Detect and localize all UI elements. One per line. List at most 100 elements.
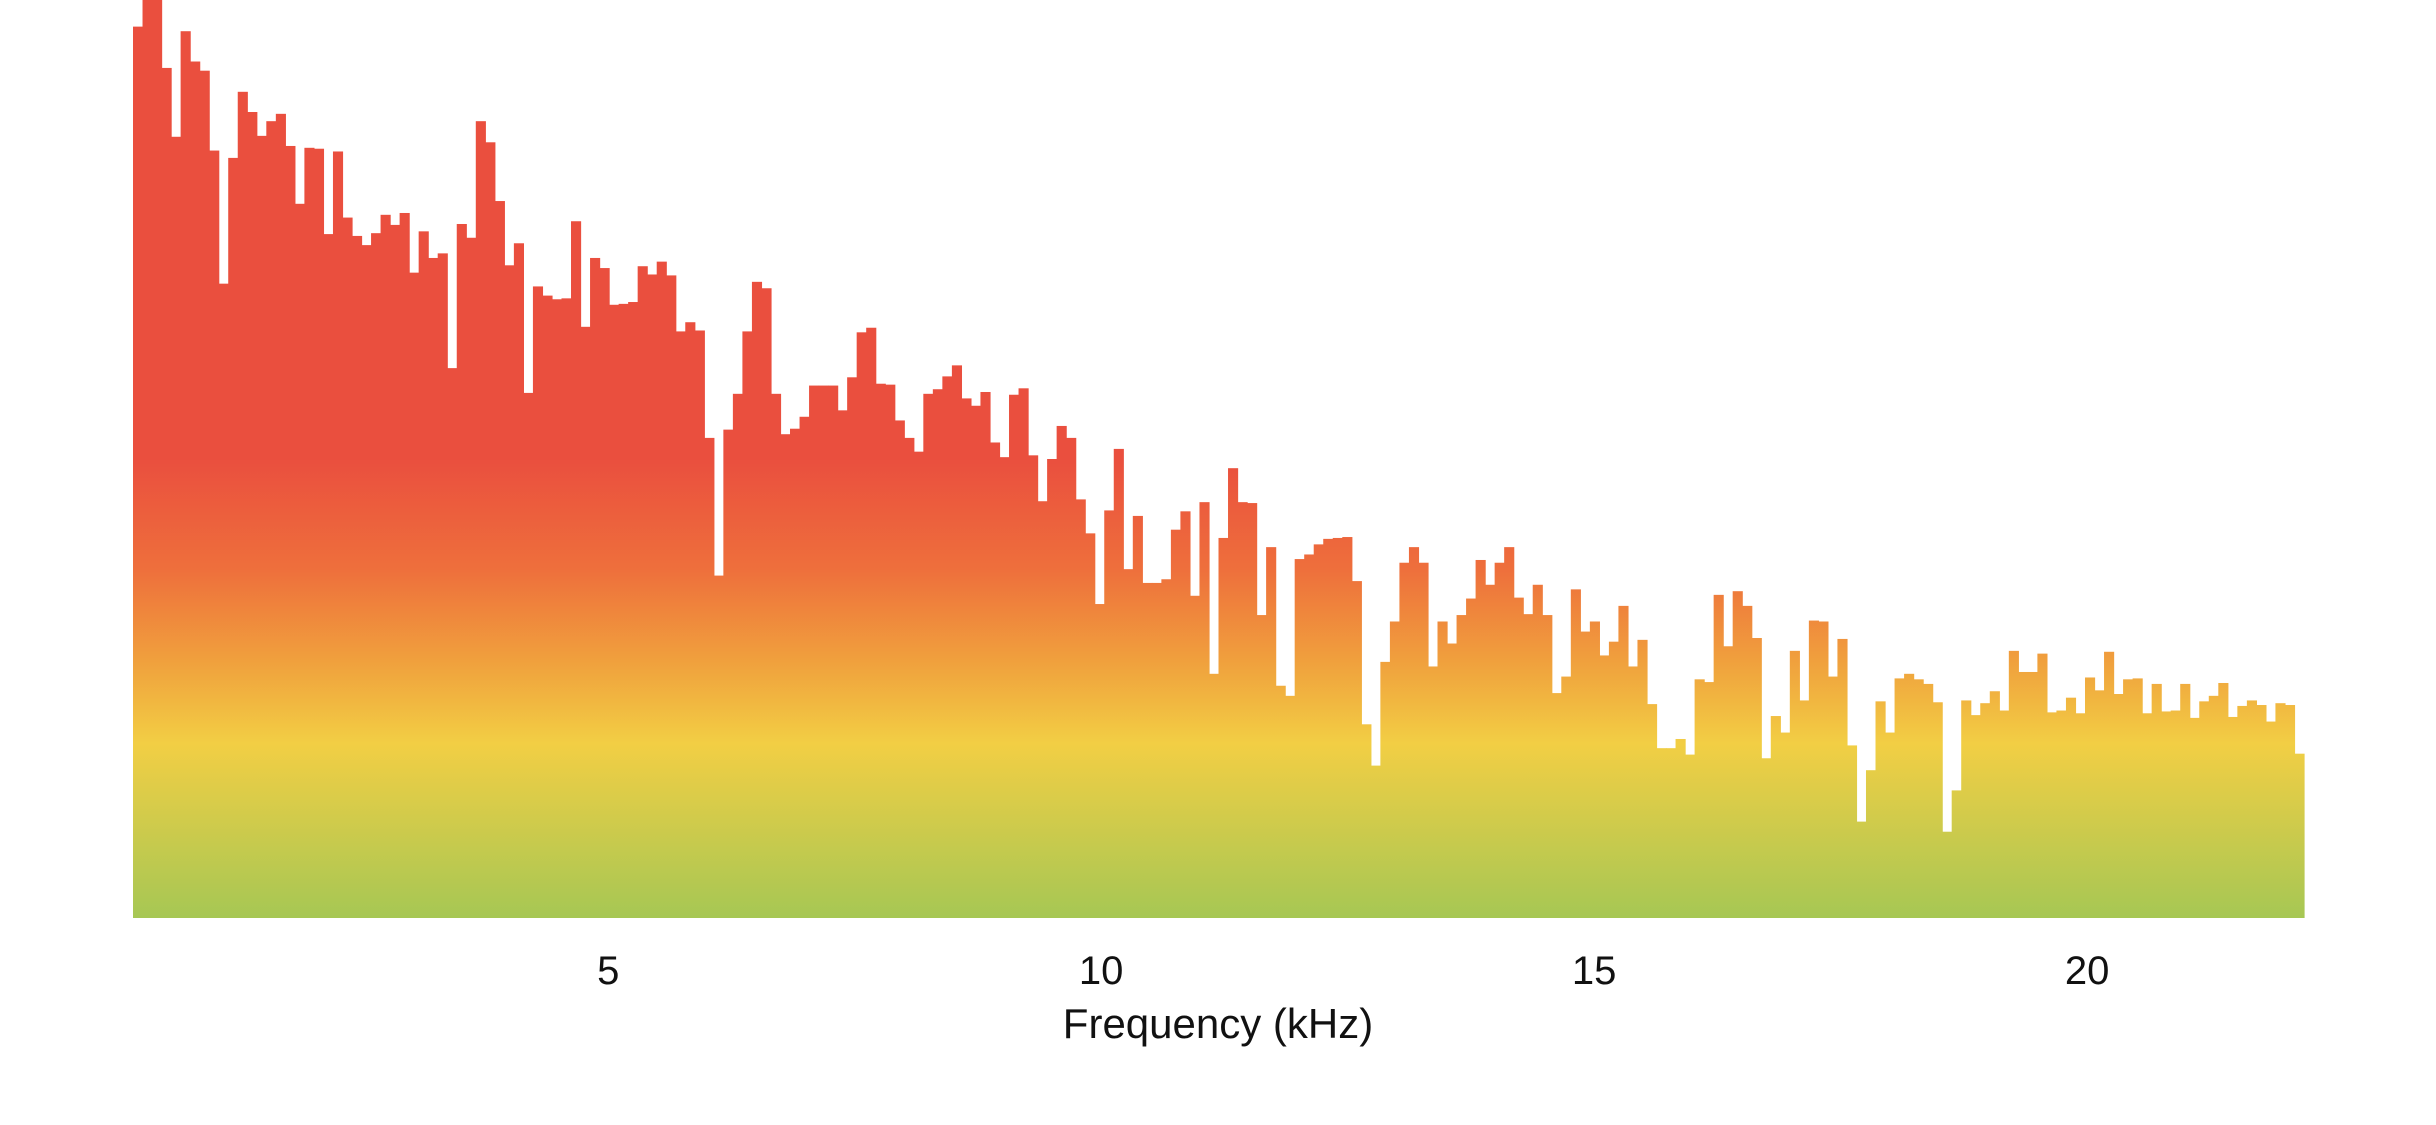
spectrum-bar [1313,544,1324,918]
spectrum-bar [2018,671,2029,918]
spectrum-bar [1713,594,1724,918]
spectrum-bar [1132,515,1143,918]
spectrum-bar [1275,685,1286,918]
spectrum-bar [2246,700,2257,918]
spectrum-bar [409,272,420,918]
spectrum-bar [1685,754,1696,918]
spectrum-bar [380,214,391,918]
spectrum-bar [1304,554,1315,918]
x-tick-label: 10 [1079,949,1124,993]
spectrum-bar [180,31,191,918]
spectrum-bar [275,113,286,918]
spectrum-bar [1085,533,1096,918]
spectrum-bar [1761,758,1772,918]
spectrum-bar [1066,437,1077,918]
spectrum-bar [313,148,325,919]
spectrum-bar [1456,615,1467,918]
spectrum-bar [999,457,1010,918]
x-tick-label: 20 [2065,949,2110,993]
spectrum-bar [590,257,601,919]
spectrum-bar [1885,732,1896,918]
spectrum-bar [361,245,372,919]
spectrum-bar [142,0,153,918]
spectrum-bar [2085,677,2096,918]
spectrum-bar [1637,639,1648,918]
spectrum-bar [1780,732,1791,918]
spectrum-bar [133,26,144,919]
spectrum-bar [923,393,934,918]
spectrum-bar [256,135,267,919]
spectrum-bar [1723,646,1734,918]
spectrum-bar [1580,631,1591,918]
spectrum-bar [1408,547,1420,918]
spectrum-bar [171,136,182,918]
spectrum-bar [1751,638,1762,918]
spectrum-bar [1542,615,1553,918]
spectrum-bar [2065,697,2077,918]
spectrum-bar [1551,693,1562,918]
spectrum-bar [732,393,743,918]
spectrum-bar [1980,703,1991,918]
spectrum-bar [247,112,258,918]
spectrum-bar [485,142,496,919]
spectrum-bar [1123,569,1134,918]
spectrum-bar [2132,678,2143,918]
x-tick-label: 5 [597,949,619,993]
spectrum-bar [1770,716,1781,918]
spectrum-bar [2056,710,2067,918]
spectrum-bar [228,157,239,918]
spectrum-bar [209,150,220,919]
spectrum-bar [2161,711,2172,918]
spectrum-bar [2170,710,2181,918]
spectrum-bar [2113,694,2124,918]
spectrum-bar [1094,604,1105,918]
spectrum-bars [133,0,2305,919]
spectrum-bar [1627,666,1639,918]
spectrum-bar [1646,704,1658,918]
x-axis-label: Frequency (kHz) [1063,1000,1373,1047]
spectrum-bar [2008,650,2019,918]
spectrum-bar [1180,511,1191,918]
spectrum-bar [666,275,677,918]
spectrum-bar [704,437,715,918]
spectrum-bar [1589,621,1600,918]
spectrum-bar [818,385,829,918]
spectrum-bar [1113,448,1124,918]
spectrum-bar [942,376,953,918]
spectrum-bar [1561,676,1572,918]
spectrum-bar [456,223,467,919]
spectrum-bar [1237,502,1248,918]
spectrum-bar [304,147,315,919]
spectrum-bar [913,451,924,918]
spectrum-bar [342,217,353,918]
spectrum-bar [1427,666,1439,918]
spectrum-bar [1028,455,1039,918]
spectrum-bar [1399,562,1410,918]
spectrum-bar [1075,499,1086,918]
spectrum-bar [1913,679,1924,918]
spectrum-bar [1189,595,1201,918]
spectrum-bar [1999,710,2010,918]
spectrum-bar [609,304,620,918]
spectrum-bar [1228,468,1239,918]
spectrum-bar [2227,716,2238,918]
spectrum-bar [1932,702,1943,918]
spectrum-bar [475,121,486,919]
spectrum-bar [161,67,172,919]
spectrum-bar [1951,790,1962,918]
spectrum-bar [1389,621,1401,918]
spectrum-bar [1742,605,1753,918]
spectrum-bar [285,145,296,918]
spectrum-bar [1846,745,1858,918]
spectrum-bar [685,322,696,919]
spectrum-bar [1799,700,1810,918]
spectrum-bar [1894,678,1905,918]
spectrum-bar [809,385,820,918]
spectrum-bar [513,243,524,918]
spectrum-bar [1380,661,1391,918]
spectrum-bar [2104,651,2115,918]
spectrum-bar [1513,597,1524,918]
spectrum-bar [1942,831,1953,918]
spectrum-bar [618,303,629,918]
spectrum-bar [1466,598,1477,918]
